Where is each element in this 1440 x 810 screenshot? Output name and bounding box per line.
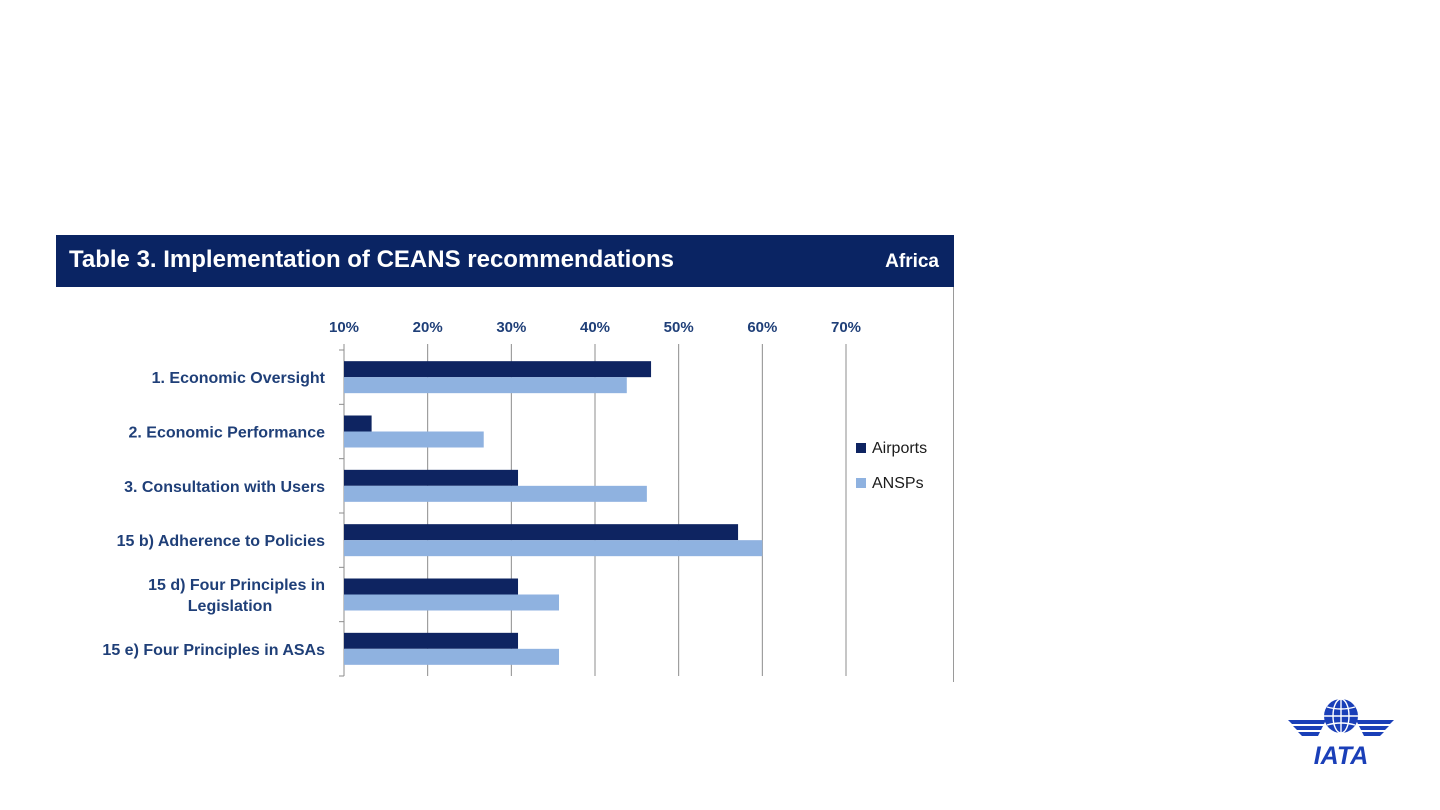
category-label: 2. Economic Performance (128, 425, 325, 442)
legend-swatch (856, 443, 866, 453)
bar-airports (344, 578, 519, 595)
x-tick-label: 40% (580, 319, 610, 336)
bar-ansps (344, 377, 627, 394)
region-label: Africa (885, 251, 939, 272)
bar-ansps (344, 594, 560, 611)
bar-airports (344, 415, 372, 432)
bar-ansps (344, 648, 560, 665)
category-label: 15 d) Four Principles in Legislation (148, 577, 325, 615)
bar-ansps (344, 485, 647, 502)
x-tick-label: 70% (831, 319, 861, 336)
bar-airports (344, 632, 519, 649)
category-label: 3. Consultation with Users (124, 479, 325, 496)
bar-ansps (344, 431, 484, 448)
x-tick-label: 60% (747, 319, 777, 336)
legend-label: Airports (872, 440, 927, 457)
x-tick-label: 50% (664, 319, 694, 336)
x-tick-label: 30% (496, 319, 526, 336)
bar-airports (344, 524, 739, 541)
x-tick-label: 20% (413, 319, 443, 336)
category-label: 15 e) Four Principles in ASAs (102, 642, 325, 659)
bar-airports (344, 361, 652, 378)
chart-frame-border (953, 287, 954, 682)
legend-swatch (856, 478, 866, 488)
iata-logo: IATA (1288, 698, 1394, 768)
category-label: 15 b) Adherence to Policies (117, 533, 325, 550)
chart-header-bar: Table 3. Implementation of CEANS recomme… (56, 235, 954, 287)
x-tick-label: 10% (329, 319, 359, 336)
chart-title: Table 3. Implementation of CEANS recomme… (69, 246, 674, 273)
category-label: 1. Economic Oversight (152, 370, 326, 387)
bar-ansps (344, 540, 763, 557)
legend-label: ANSPs (872, 475, 924, 492)
svg-text:IATA: IATA (1314, 742, 1369, 768)
bar-airports (344, 469, 519, 486)
